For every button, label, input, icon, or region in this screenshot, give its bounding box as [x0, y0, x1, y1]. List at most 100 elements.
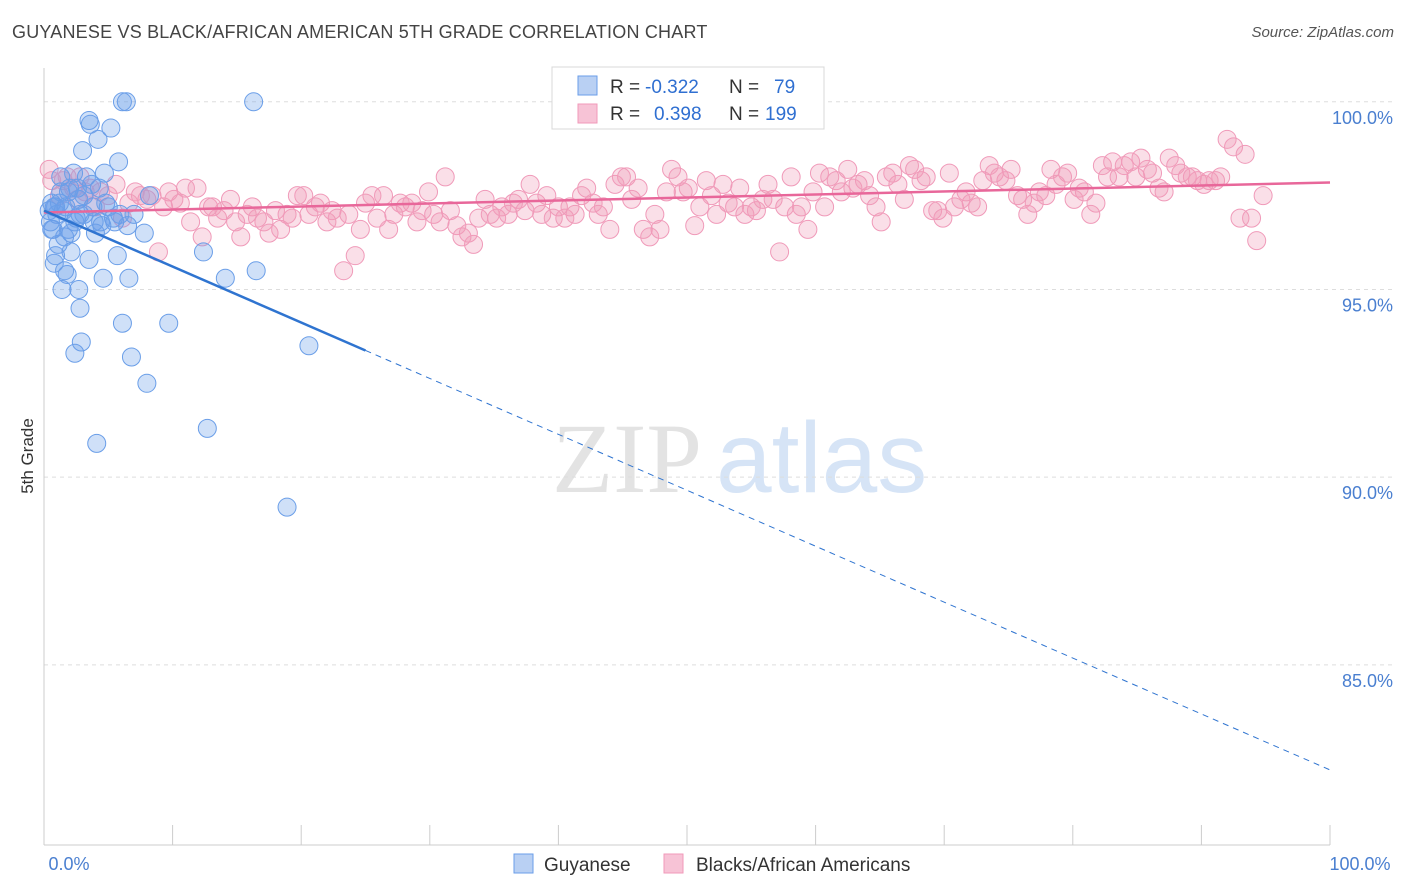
point-black-194 — [1131, 148, 1151, 168]
point-black-185 — [1081, 204, 1101, 224]
point-black-100 — [600, 219, 620, 239]
legend-stats-guyanese-swatch — [577, 75, 598, 96]
point-guyanese-27 — [70, 298, 90, 318]
point-black-159 — [933, 208, 953, 228]
point-black-0 — [39, 159, 59, 179]
point-guyanese-56 — [118, 216, 138, 236]
point-black-99 — [593, 197, 613, 217]
point-black-109 — [650, 219, 670, 239]
point-black-209 — [1217, 129, 1237, 149]
legend-black-swatch — [663, 853, 684, 874]
legend-stats-black-n-value: 199 — [765, 104, 797, 125]
point-black-181 — [1058, 163, 1078, 183]
point-black-84 — [509, 189, 529, 209]
point-black-140 — [826, 171, 846, 191]
point-black-91 — [548, 197, 568, 217]
legend-stats-black-swatch — [577, 103, 598, 124]
point-black-32 — [214, 201, 234, 221]
point-black-156 — [916, 167, 936, 187]
point-black-142 — [838, 159, 858, 179]
point-guyanese-74 — [82, 174, 102, 194]
point-black-160 — [939, 163, 959, 183]
point-black-186 — [1086, 193, 1106, 213]
point-black-74 — [452, 227, 472, 247]
point-guyanese-70 — [299, 336, 319, 356]
y-axis-label: 5th Grade — [18, 418, 37, 494]
point-black-43 — [277, 204, 297, 224]
point-black-145 — [854, 171, 874, 191]
point-black-126 — [746, 201, 766, 221]
point-guyanese-20 — [61, 223, 81, 243]
point-black-175 — [1024, 193, 1044, 213]
point-black-86 — [520, 174, 540, 194]
point-black-148 — [871, 212, 891, 232]
point-black-67 — [412, 201, 432, 221]
point-black-169 — [989, 167, 1009, 187]
point-guyanese-66 — [215, 268, 235, 288]
point-guyanese-19 — [61, 242, 81, 262]
point-guyanese-62 — [139, 186, 159, 206]
point-black-54 — [339, 204, 359, 224]
point-black-214 — [1247, 231, 1267, 251]
point-guyanese-47 — [101, 118, 121, 138]
y-tick-label-2: 95.0% — [1342, 295, 1393, 315]
point-black-39 — [254, 212, 274, 232]
point-black-164 — [961, 193, 981, 213]
point-guyanese-14 — [55, 261, 75, 281]
point-guyanese-28 — [71, 332, 91, 352]
point-black-152 — [894, 189, 914, 209]
point-black-94 — [565, 204, 585, 224]
point-guyanese-33 — [79, 249, 99, 269]
legend-stats-black-n-label: N = — [729, 104, 759, 125]
point-black-46 — [294, 186, 314, 206]
point-black-157 — [923, 201, 943, 221]
point-black-165 — [968, 197, 988, 217]
legend-guyanese-swatch — [513, 853, 534, 874]
point-black-182 — [1064, 189, 1084, 209]
point-black-132 — [781, 167, 801, 187]
point-black-121 — [718, 193, 738, 213]
point-black-45 — [287, 186, 307, 206]
point-black-155 — [911, 171, 931, 191]
point-black-114 — [678, 178, 698, 198]
legend-stats-guyanese-n-value: 79 — [774, 77, 795, 98]
point-black-210 — [1224, 137, 1244, 157]
point-guyanese-22 — [65, 343, 85, 363]
point-black-123 — [730, 178, 750, 198]
point-guyanese-44 — [93, 268, 113, 288]
point-black-192 — [1121, 152, 1141, 172]
point-black-78 — [475, 189, 495, 209]
point-black-27 — [187, 178, 207, 198]
point-black-28 — [192, 227, 212, 247]
point-black-107 — [640, 227, 660, 247]
point-guyanese-16 — [57, 264, 77, 284]
x-tick-label-1: 100.0% — [1329, 854, 1390, 874]
point-guyanese-50 — [107, 246, 127, 266]
series-black-points — [39, 129, 1273, 281]
point-guyanese-75 — [51, 182, 71, 202]
point-black-53 — [334, 261, 354, 281]
point-black-141 — [831, 182, 851, 202]
point-black-120 — [713, 174, 733, 194]
point-guyanese-61 — [137, 373, 157, 393]
point-black-197 — [1149, 178, 1169, 198]
point-black-49 — [310, 193, 330, 213]
point-black-135 — [798, 219, 818, 239]
point-black-55 — [345, 246, 365, 266]
point-black-150 — [883, 163, 903, 183]
point-black-131 — [775, 197, 795, 217]
point-guyanese-40 — [88, 129, 108, 149]
point-black-83 — [503, 193, 523, 213]
legend-stats-guyanese-r-label: R = — [610, 77, 640, 98]
point-guyanese-6 — [46, 246, 66, 266]
point-guyanese-55 — [116, 92, 136, 112]
point-guyanese-65 — [197, 418, 217, 438]
point-black-87 — [527, 193, 547, 213]
series-guyanese-points — [39, 92, 319, 517]
chart-title: GUYANESE VS BLACK/AFRICAN AMERICAN 5TH G… — [12, 22, 708, 42]
point-black-147 — [866, 197, 886, 217]
point-black-195 — [1137, 159, 1157, 179]
point-black-213 — [1242, 208, 1262, 228]
legend-stats-guyanese-n-label: N = — [729, 77, 759, 98]
